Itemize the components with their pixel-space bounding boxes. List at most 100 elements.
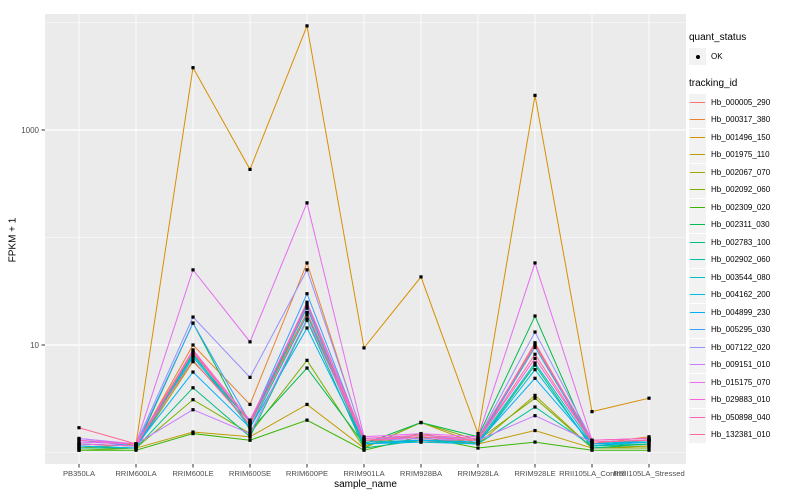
data-point <box>191 268 195 272</box>
tracking-id-legend-entry: Hb_005295_030 <box>689 321 799 339</box>
data-point <box>248 420 252 425</box>
data-point <box>419 436 423 441</box>
data-point <box>305 304 309 308</box>
legend-line-icon <box>690 364 705 366</box>
x-tick-label: PB350LA <box>63 469 96 478</box>
tracking-id-legend-entry: Hb_004899_230 <box>689 303 799 322</box>
data-point <box>362 435 366 439</box>
tracking-id-legend-label: Hb_004899_230 <box>711 307 771 317</box>
x-tick-label: RRIM600SE <box>229 469 271 478</box>
legend-key <box>689 338 706 356</box>
legend-key <box>689 303 706 321</box>
data-point <box>590 442 594 446</box>
legend-line-icon <box>690 329 705 331</box>
legend-key <box>689 111 706 129</box>
legend-line-icon <box>690 434 705 436</box>
x-tick-label: RRIM928BA <box>400 469 443 478</box>
quant-status-legend-label: OK <box>711 52 723 62</box>
data-point <box>533 405 537 409</box>
tracking-id-legend-entry: Hb_002311_030 <box>689 216 799 234</box>
data-point <box>419 420 423 425</box>
data-point <box>533 440 537 444</box>
data-point <box>248 428 252 433</box>
data-point <box>305 313 309 317</box>
legend-key <box>689 93 706 111</box>
data-point <box>362 436 366 441</box>
tracking-id-legend-label: Hb_050898_040 <box>711 412 771 422</box>
data-point <box>476 435 480 439</box>
data-point <box>533 352 537 356</box>
data-point <box>77 436 81 441</box>
tracking-id-legend-label: Hb_002311_030 <box>711 220 770 230</box>
data-point <box>533 345 537 349</box>
tracking-id-legend-entry: Hb_002783_100 <box>689 233 799 252</box>
data-point <box>476 438 480 442</box>
data-point <box>305 261 309 265</box>
tracking-id-legend-label: Hb_132381_010 <box>711 430 771 440</box>
tracking-id-legend-label: Hb_004162_200 <box>711 290 771 300</box>
data-point <box>647 448 651 452</box>
data-point <box>362 444 366 448</box>
legend-key <box>689 356 706 374</box>
data-point <box>362 448 366 452</box>
data-point <box>533 93 537 97</box>
tracking-id-legend-entry: Hb_001975_110 <box>689 146 799 164</box>
data-point <box>191 343 195 347</box>
data-point <box>476 431 480 436</box>
tracking-id-legend-label: Hb_029883_010 <box>711 395 771 405</box>
data-point <box>305 302 309 306</box>
y-axis-title: FPKM + 1 <box>7 217 19 263</box>
x-tick-label: RRIM600LA <box>115 469 157 478</box>
data-point <box>191 315 195 319</box>
data-point <box>533 314 537 318</box>
data-point <box>533 363 537 367</box>
legend-key <box>689 426 706 444</box>
tracking-id-legend-entry: Hb_003544_080 <box>689 268 799 287</box>
data-point <box>647 444 651 448</box>
data-point <box>305 326 309 330</box>
legend-line-icon <box>690 119 705 121</box>
legend-key <box>689 408 706 426</box>
tracking-id-legend-label: Hb_002783_100 <box>711 237 771 247</box>
x-axis-title: sample_name <box>334 479 397 490</box>
data-point <box>647 396 651 400</box>
data-point <box>647 438 651 442</box>
data-point <box>362 442 366 446</box>
legend-line-icon <box>690 381 705 383</box>
tracking-id-legend-label: Hb_005295_030 <box>711 325 771 335</box>
tracking-id-legend-label: Hb_002092_060 <box>711 185 771 195</box>
data-point <box>191 355 195 359</box>
legend: quant_status OK tracking_id Hb_000005_29… <box>689 32 799 444</box>
data-point <box>362 446 366 450</box>
legend-line-icon <box>690 259 705 261</box>
data-point <box>248 438 252 442</box>
data-point <box>191 386 195 390</box>
legend-key <box>689 321 706 339</box>
tracking-id-legend-entry: Hb_015175_070 <box>689 373 799 392</box>
legend-key <box>689 181 706 199</box>
x-tick-label: RRIM901LA <box>343 469 385 478</box>
data-point <box>533 393 537 397</box>
data-point <box>533 428 537 433</box>
y-tick-label: 1000 <box>21 126 39 135</box>
data-point <box>590 440 594 444</box>
legend-key <box>689 268 706 286</box>
data-point <box>590 444 594 448</box>
data-point <box>476 440 480 444</box>
tracking-id-legend-entry: Hb_000005_290 <box>689 93 799 112</box>
data-point <box>362 438 366 442</box>
data-point <box>77 444 81 448</box>
data-point <box>362 440 366 444</box>
x-tick-label: RRIM600LE <box>172 469 213 478</box>
data-point <box>305 300 309 304</box>
tracking-id-legend-items: Hb_000005_290 Hb_000317_380 Hb_001496_150 H… <box>689 93 799 444</box>
legend-key <box>689 233 706 251</box>
data-point <box>419 435 423 439</box>
legend-line-icon <box>690 224 705 226</box>
data-point <box>134 446 138 450</box>
data-point <box>533 261 537 265</box>
tracking-id-legend-entry: Hb_002309_020 <box>689 198 799 217</box>
data-point <box>305 24 309 28</box>
tracking-id-legend-entry: Hb_000317_380 <box>689 111 799 129</box>
